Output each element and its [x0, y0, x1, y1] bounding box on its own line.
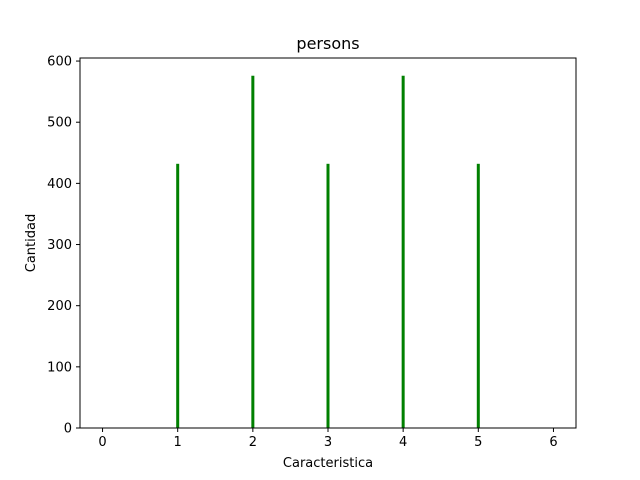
bar-1 [251, 75, 255, 428]
x-tick-label-4: 4 [399, 435, 407, 450]
chart-title: persons [296, 34, 359, 53]
bar-0 [176, 163, 180, 429]
y-axis-label: Cantidad [24, 214, 39, 272]
bar-2 [326, 163, 330, 429]
y-tick-label-1: 100 [47, 360, 72, 375]
x-tick-label-5: 5 [474, 435, 482, 450]
bars-group [176, 75, 480, 429]
x-axis-label: Caracteristica [283, 456, 373, 471]
y-tick-label-0: 0 [64, 422, 72, 437]
y-tick-label-4: 400 [47, 177, 72, 192]
y-tick-label-6: 600 [47, 55, 72, 70]
y-tick-label-5: 500 [47, 116, 72, 131]
y-axis-ticks: 0 100 200 300 400 500 600 [47, 55, 80, 437]
bar-3 [401, 75, 405, 428]
x-tick-label-2: 2 [249, 435, 257, 450]
x-tick-label-0: 0 [98, 435, 106, 450]
y-tick-label-3: 300 [47, 238, 72, 253]
x-tick-label-6: 6 [549, 435, 557, 450]
x-tick-label-1: 1 [174, 435, 182, 450]
x-tick-label-3: 3 [324, 435, 332, 450]
y-tick-label-2: 200 [47, 299, 72, 314]
bar-4 [476, 163, 480, 429]
x-axis-ticks: 0 1 2 3 4 5 6 [98, 428, 558, 450]
